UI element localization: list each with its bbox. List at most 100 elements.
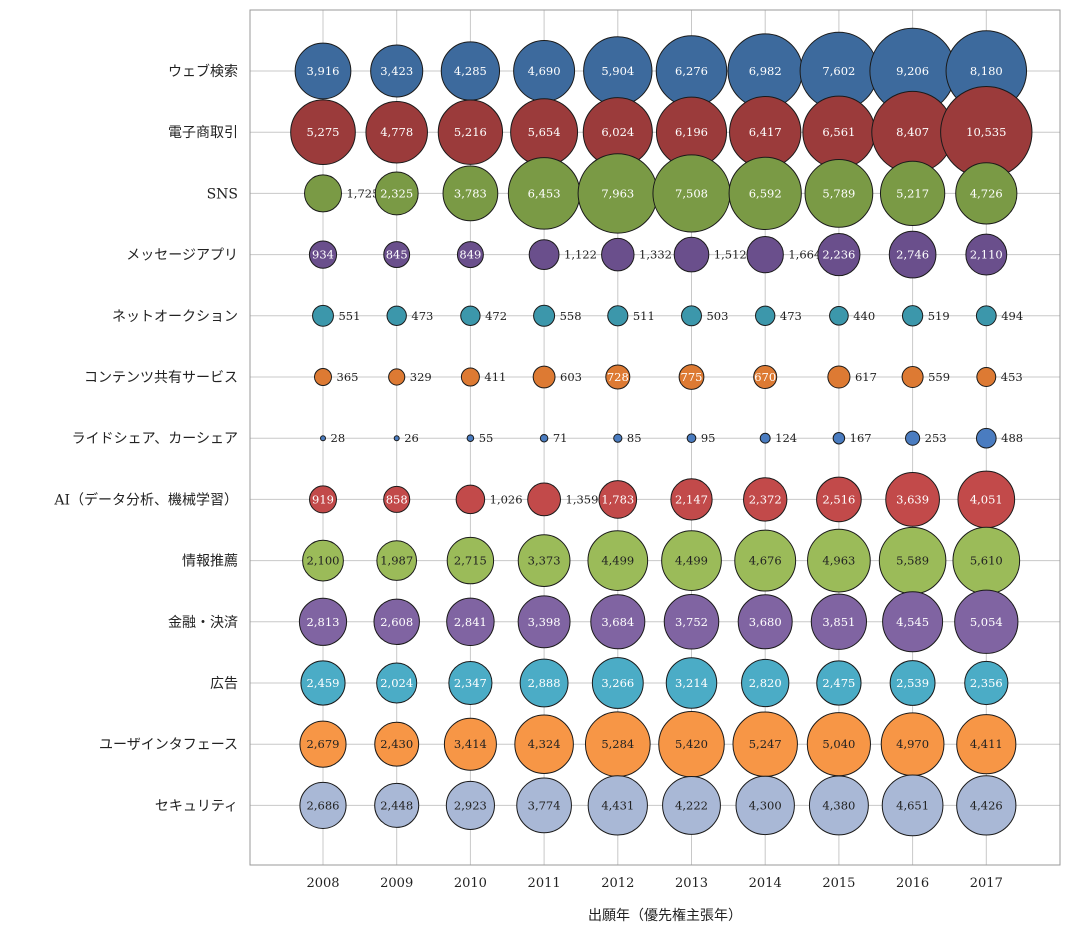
bubble-value-label: 2,356 (970, 676, 1003, 690)
bubble (663, 594, 720, 650)
y-category-label: SNS (207, 186, 238, 202)
bubble-value-label: 2,888 (528, 676, 561, 690)
bubble-value-label: 3,851 (822, 615, 855, 629)
bubble-value-label: 4,690 (528, 64, 561, 78)
bubble (517, 534, 571, 587)
bubble-value-label: 5,589 (896, 554, 929, 568)
bubble-value-label: 519 (928, 309, 950, 323)
bubble (598, 480, 638, 519)
bubble (885, 472, 940, 527)
bubble (607, 305, 629, 327)
bubble-value-label: 2,024 (380, 676, 413, 690)
bubble-value-label: 4,051 (970, 492, 1003, 506)
bubble-value-label: 2,715 (454, 554, 487, 568)
bubble-value-label: 3,266 (601, 676, 634, 690)
bubble-value-label: 2,746 (896, 248, 929, 262)
bubble (393, 435, 400, 442)
bubble (816, 476, 862, 523)
bubble-value-label: 1,122 (564, 248, 597, 262)
bubble-value-label: 5,654 (528, 125, 561, 139)
bubble (735, 775, 795, 836)
bubble-value-label: 6,417 (749, 125, 782, 139)
x-tick-label: 2012 (601, 876, 634, 891)
bubble (601, 237, 635, 272)
bubble-value-label: 7,963 (601, 186, 634, 200)
bubble-value-label: 3,774 (528, 798, 561, 812)
bubble (755, 305, 776, 326)
bubble-value-label: 6,276 (675, 64, 708, 78)
bubble (446, 536, 495, 585)
bubble-value-label: 2,459 (307, 676, 340, 690)
bubble-value-label: 5,420 (675, 737, 708, 751)
bubble (519, 658, 569, 708)
plot-frame (249, 9, 1061, 866)
bubble-value-label: 1,664 (788, 248, 821, 262)
bubble (516, 777, 572, 834)
y-category-label: コンテンツ共有サービス (84, 370, 238, 386)
bubble (827, 365, 851, 389)
bubble (591, 657, 644, 709)
bubble-value-label: 3,423 (380, 64, 413, 78)
bubble (673, 236, 710, 273)
bubble-value-label: 10,535 (966, 125, 1006, 139)
bubble-value-label: 6,592 (749, 186, 782, 200)
bubble-value-label: 26 (404, 431, 419, 445)
bubble (817, 233, 861, 277)
bubble-value-label: 9,206 (896, 64, 929, 78)
bubble-value-label: 2,147 (675, 492, 708, 506)
bubble-value-label: 4,778 (380, 125, 413, 139)
bubble-value-label: 5,054 (970, 615, 1003, 629)
bubble-value-label: 2,110 (970, 248, 1003, 262)
bubble-value-label: 2,516 (822, 492, 855, 506)
bubble (804, 159, 874, 228)
bubble (613, 433, 623, 443)
bubble-value-label: 2,448 (380, 798, 413, 812)
y-category-label: ネットオークション (112, 309, 238, 325)
bubble (443, 717, 497, 771)
y-category-label: 情報推薦 (182, 554, 238, 570)
x-tick-label: 2013 (675, 876, 708, 891)
bubble-value-label: 503 (706, 309, 728, 323)
bubble-value-label: 453 (1001, 370, 1023, 384)
bubble-value-label: 124 (775, 431, 797, 445)
bubble-value-label: 5,040 (822, 737, 855, 751)
year-labels: 2008 2009 2010 2011 2012 2013 2014 2015 2016 2017 (306, 876, 1002, 891)
bubble (299, 781, 347, 829)
bubble-value-label: 4,499 (675, 554, 708, 568)
bubble-value-label: 329 (410, 370, 432, 384)
y-category-label: 広告 (210, 676, 238, 692)
bubble-value-label: 5,217 (896, 186, 929, 200)
bubble-value-label: 1,783 (601, 492, 634, 506)
bubble-value-label: 4,426 (970, 798, 1003, 812)
bubble-value-label: 1,332 (639, 248, 672, 262)
bubble-value-label: 472 (485, 309, 507, 323)
bubble-value-label: 4,431 (601, 798, 634, 812)
bubble-value-label: 5,216 (454, 125, 487, 139)
bubble-value-label: 5,610 (970, 554, 1003, 568)
bubble (517, 595, 571, 649)
bubble (889, 660, 936, 706)
bubble (807, 528, 871, 593)
bubble-value-label: 5,275 (307, 125, 340, 139)
bubble-value-label: 95 (701, 431, 716, 445)
bubble-value-label: 3,684 (601, 615, 634, 629)
bubble-value-label: 167 (850, 431, 872, 445)
bubble-value-label: 71 (553, 431, 568, 445)
bubble (975, 305, 997, 327)
bubble (737, 594, 793, 650)
bubble-value-label: 2,325 (380, 186, 413, 200)
bubble-value-label: 4,285 (454, 64, 487, 78)
bubble-value-label: 3,639 (896, 492, 929, 506)
bubble-value-label: 5,904 (601, 64, 634, 78)
bubble-value-label: 28 (331, 431, 346, 445)
bubble (309, 485, 337, 514)
bubble-value-label: 6,453 (528, 186, 561, 200)
bubble-value-label: 3,680 (749, 615, 782, 629)
bubble-value-label: 4,411 (970, 737, 1003, 751)
bubble-value-label: 4,963 (822, 554, 855, 568)
bubble (460, 305, 481, 326)
bubble (810, 593, 868, 650)
bubble (370, 44, 424, 98)
bubble (445, 780, 495, 830)
bubble-value-label: 2,539 (896, 676, 929, 690)
